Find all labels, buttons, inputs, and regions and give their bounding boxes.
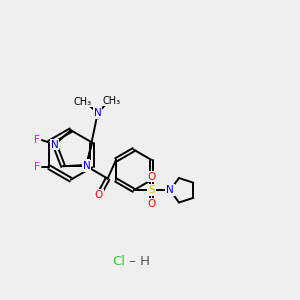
Text: N: N — [166, 185, 174, 195]
Text: S: S — [148, 185, 155, 195]
Text: F: F — [34, 162, 40, 172]
Text: – H: – H — [125, 255, 150, 268]
Text: CH₃: CH₃ — [74, 97, 92, 106]
Text: N: N — [83, 161, 91, 171]
Text: O: O — [95, 190, 103, 200]
Text: S: S — [83, 160, 89, 170]
Text: O: O — [147, 199, 156, 209]
Text: N: N — [51, 140, 58, 150]
Text: N: N — [94, 108, 102, 118]
Text: CH₃: CH₃ — [102, 96, 120, 106]
Text: F: F — [34, 135, 40, 145]
Text: O: O — [147, 172, 156, 182]
Text: Cl: Cl — [112, 255, 125, 268]
